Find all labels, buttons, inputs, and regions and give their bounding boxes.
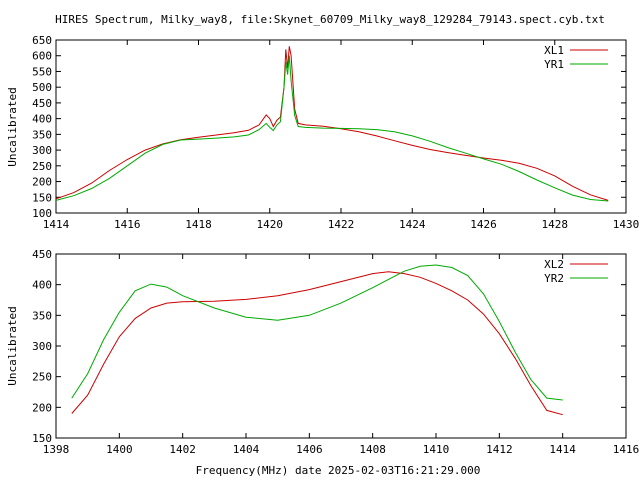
- chart-title: HIRES Spectrum, Milky_way8, file:Skynet_…: [55, 13, 605, 26]
- series-line-xl2: [71, 271, 563, 416]
- top-y-tick-label: 450: [32, 97, 52, 110]
- series-line-yr1: [55, 55, 609, 202]
- bottom-y-tick-label: 350: [32, 309, 52, 322]
- bottom-y-axis-label: Uncalibrated: [6, 306, 19, 385]
- series-line-xl1: [55, 46, 609, 201]
- series-line-yr2: [71, 264, 563, 401]
- top-x-tick-label: 1426: [470, 218, 497, 231]
- top-y-tick-label: 500: [32, 81, 52, 94]
- bottom-x-tick-label: 1400: [106, 443, 133, 456]
- x-axis-label: Frequency(MHz) date 2025-02-03T16:21:29.…: [196, 464, 481, 477]
- top-plot-frame: [55, 39, 627, 214]
- bottom-x-tick-label: 1402: [169, 443, 196, 456]
- bottom-x-tick-label: 1408: [359, 443, 386, 456]
- bottom-x-tick-label: 1404: [233, 443, 260, 456]
- bottom-y-tick-label: 200: [32, 401, 52, 414]
- top-y-axis-label: Uncalibrated: [6, 87, 19, 166]
- bottom-x-tick-label: 1412: [486, 443, 513, 456]
- bottom-x-tick-label: 1414: [549, 443, 576, 456]
- top-x-tick-label: 1416: [114, 218, 141, 231]
- top-x-tick-label: 1424: [399, 218, 426, 231]
- bottom-y-tick-label: 400: [32, 279, 52, 292]
- top-y-tick-label: 350: [32, 128, 52, 141]
- legend-label-xl1: XL1: [544, 44, 564, 57]
- top-x-tick-label: 1428: [542, 218, 569, 231]
- bottom-x-tick-label: 1416: [613, 443, 640, 456]
- top-y-tick-label: 250: [32, 160, 52, 173]
- top-x-tick-label: 1422: [328, 218, 355, 231]
- bottom-chart: 1398 1400 1402 1404 1406 1408 1410 1412 1414 1416…: [32, 248, 639, 456]
- top-x-tick-label: 1414: [43, 218, 70, 231]
- top-y-tick-label: 200: [32, 176, 52, 189]
- top-y-tick-label: 600: [32, 50, 52, 63]
- bottom-y-tick-label: 150: [32, 432, 52, 445]
- top-chart: 1414 1416 1418 1420 1422 1424 1426 1428 1430 100 1…: [32, 34, 639, 231]
- bottom-y-tick-label: 250: [32, 371, 52, 384]
- bottom-x-tick-label: 1398: [43, 443, 70, 456]
- legend-label-yr1: YR1: [544, 58, 564, 71]
- bottom-x-tick-label: 1410: [423, 443, 450, 456]
- bottom-y-tick-label: 450: [32, 248, 52, 261]
- top-y-tick-label: 650: [32, 34, 52, 47]
- top-x-tick-label: 1420: [257, 218, 284, 231]
- legend-label-yr2: YR2: [544, 272, 564, 285]
- bottom-y-tick-label: 300: [32, 340, 52, 353]
- top-y-tick-label: 300: [32, 144, 52, 157]
- top-y-tick-label: 100: [32, 207, 52, 220]
- top-x-tick-label: 1418: [185, 218, 212, 231]
- top-y-tick-label: 150: [32, 191, 52, 204]
- top-x-tick-label: 1430: [613, 218, 640, 231]
- top-y-tick-label: 400: [32, 113, 52, 126]
- top-y-tick-label: 550: [32, 65, 52, 78]
- legend-label-xl2: XL2: [544, 258, 564, 271]
- bottom-x-tick-label: 1406: [296, 443, 323, 456]
